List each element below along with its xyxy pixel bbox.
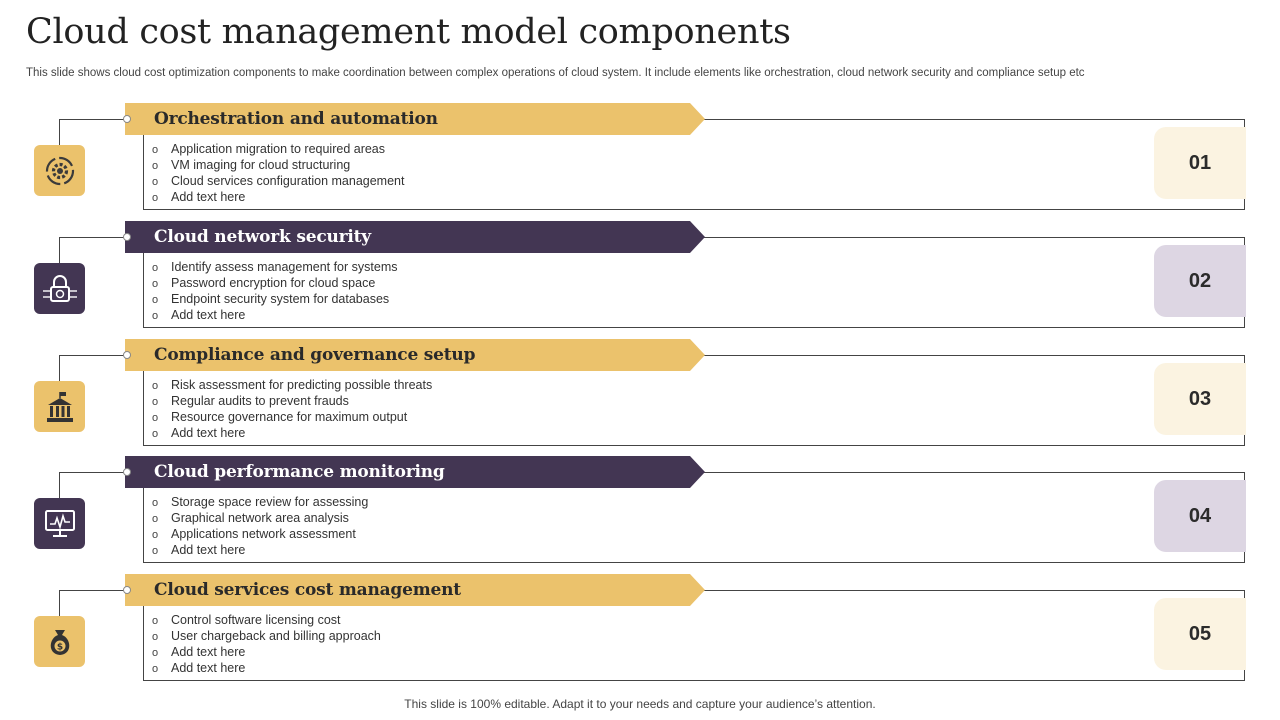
banner-dot <box>123 586 131 594</box>
slide-subtitle: This slide shows cloud cost optimization… <box>26 67 1085 79</box>
list-item: Add text here <box>152 425 432 441</box>
bullet-list: Control software licensing cost User cha… <box>152 612 381 676</box>
list-item: Graphical network area analysis <box>152 510 368 526</box>
component-row-network-security: Cloud network security Identify assess m… <box>0 221 1280 331</box>
step-number: 01 <box>1154 127 1246 199</box>
list-item: Identify assess management for systems <box>152 259 397 275</box>
bullet-list: Application migration to required areas … <box>152 141 404 205</box>
heading-text: Orchestration and automation <box>154 109 438 129</box>
gear-cycle-icon <box>34 145 85 196</box>
component-row-cost-management: Cloud services cost management $ Control… <box>0 574 1280 684</box>
list-item: Resource governance for maximum output <box>152 409 432 425</box>
monitor-chart-icon <box>34 498 85 549</box>
bullet-list: Storage space review for assessing Graph… <box>152 494 368 558</box>
connector-line <box>59 472 130 499</box>
banner-dot <box>123 351 131 359</box>
heading-text: Cloud services cost management <box>154 580 461 600</box>
heading-banner: Compliance and governance setup <box>125 339 705 371</box>
list-item: Cloud services configuration management <box>152 173 404 189</box>
connector-line <box>59 355 130 382</box>
list-item: Password encryption for cloud space <box>152 275 397 291</box>
list-item: Add text here <box>152 660 381 676</box>
connector-line <box>59 590 130 617</box>
list-item: Control software licensing cost <box>152 612 381 628</box>
lock-network-icon <box>34 263 85 314</box>
list-item: Add text here <box>152 542 368 558</box>
heading-banner: Cloud network security <box>125 221 705 253</box>
bullet-list: Risk assessment for predicting possible … <box>152 377 432 441</box>
step-number: 02 <box>1154 245 1246 317</box>
step-number: 05 <box>1154 598 1246 670</box>
heading-text: Compliance and governance setup <box>154 345 476 365</box>
component-row-orchestration: Orchestration and automation Application… <box>0 103 1280 213</box>
list-item: Add text here <box>152 307 397 323</box>
connector-line <box>59 119 130 146</box>
heading-text: Cloud network security <box>154 227 371 247</box>
connector-line <box>59 237 130 264</box>
component-row-compliance: Compliance and governance setup Risk ass… <box>0 339 1280 449</box>
slide-title: Cloud cost management model components <box>26 12 791 52</box>
component-row-performance: Cloud performance monitoring Storage spa… <box>0 456 1280 566</box>
svg-text:$: $ <box>56 642 62 652</box>
list-item: Applications network assessment <box>152 526 368 542</box>
list-item: Add text here <box>152 189 404 205</box>
money-bag-icon: $ <box>34 616 85 667</box>
list-item: Regular audits to prevent frauds <box>152 393 432 409</box>
list-item: Risk assessment for predicting possible … <box>152 377 432 393</box>
list-item: User chargeback and billing approach <box>152 628 381 644</box>
heading-banner: Cloud performance monitoring <box>125 456 705 488</box>
list-item: Add text here <box>152 644 381 660</box>
step-number: 03 <box>1154 363 1246 435</box>
banner-dot <box>123 233 131 241</box>
list-item: Storage space review for assessing <box>152 494 368 510</box>
list-item: Endpoint security system for databases <box>152 291 397 307</box>
slide-footer: This slide is 100% editable. Adapt it to… <box>404 697 876 711</box>
bullet-list: Identify assess management for systems P… <box>152 259 397 323</box>
heading-text: Cloud performance monitoring <box>154 462 445 482</box>
list-item: Application migration to required areas <box>152 141 404 157</box>
heading-banner: Orchestration and automation <box>125 103 705 135</box>
banner-dot <box>123 115 131 123</box>
list-item: VM imaging for cloud structuring <box>152 157 404 173</box>
government-building-icon <box>34 381 85 432</box>
banner-dot <box>123 468 131 476</box>
step-number: 04 <box>1154 480 1246 552</box>
heading-banner: Cloud services cost management <box>125 574 705 606</box>
